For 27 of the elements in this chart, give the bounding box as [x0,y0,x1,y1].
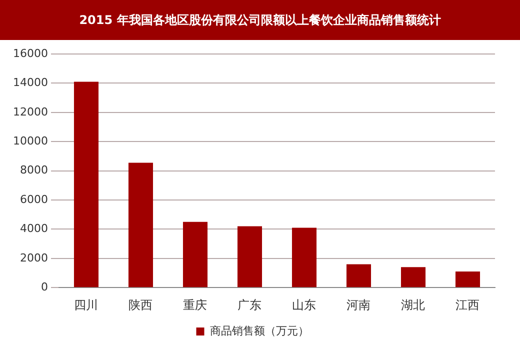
bar [237,226,262,288]
bar [74,82,99,288]
x-tick-label: 陕西 [128,298,153,312]
chart-title: 2015 年我国各地区股份有限公司限额以上餐饮企业商品销售额统计 [0,0,520,40]
y-tick-label: 12000 [12,105,48,118]
y-tick-label: 4000 [20,222,48,236]
x-tick-label: 山东 [292,298,316,312]
bar [182,222,208,288]
x-tick-label: 四川 [74,298,98,312]
y-tick-label: 16000 [12,46,48,60]
bar [128,162,154,288]
x-tick-label: 江西 [456,298,480,312]
y-tick-label: 8000 [20,164,48,177]
bar [346,264,372,288]
x-tick-label: 河南 [346,298,371,312]
x-tick-label: 湖北 [401,298,426,312]
y-tick-label: 6000 [20,192,48,206]
y-tick-label: 14000 [12,76,48,90]
y-tick-label: 10000 [12,134,48,148]
bar [292,228,317,288]
x-tick-label: 广东 [238,298,262,312]
bar [455,272,480,288]
bar [400,267,426,288]
legend-label: 商品销售额（万元） [210,324,309,338]
y-tick-label: 2000 [20,251,48,264]
x-tick-label: 重庆 [183,298,208,312]
y-tick-label: 0 [40,280,48,294]
